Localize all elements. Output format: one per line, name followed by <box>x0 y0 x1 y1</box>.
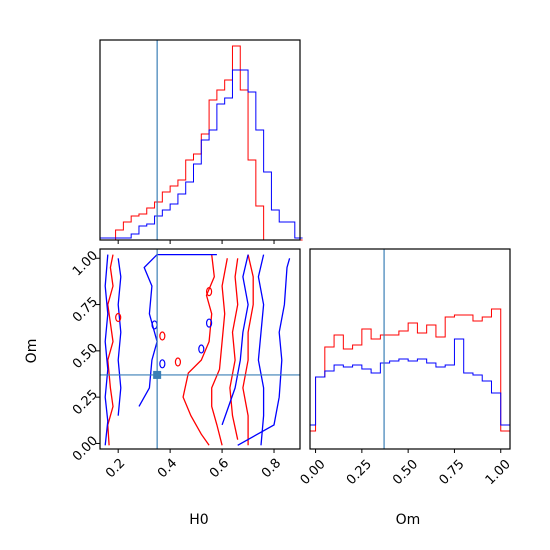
contour-blue-island <box>159 359 166 369</box>
contour-frame <box>99 248 301 450</box>
x-tick-label-om: 0.25 <box>344 457 375 488</box>
y-tick-label-om: 0.50 <box>70 341 101 372</box>
x-tick-label-om: 0.75 <box>436 457 467 488</box>
hist-h0-blue-step <box>100 69 303 239</box>
y-tick-label-om: 0.00 <box>70 433 101 464</box>
y-tick-label-om: 0.75 <box>70 295 101 326</box>
contour-lines <box>104 253 291 446</box>
x-tick-label-h0: 0.6 <box>207 456 232 481</box>
contour-blue-island <box>198 344 205 354</box>
hist-h0-red-step <box>100 45 303 241</box>
x-axis-label-om: Om <box>396 512 421 528</box>
contour-blue-island <box>205 318 213 328</box>
contour-red-island <box>205 286 213 297</box>
contour-red-line <box>242 254 254 446</box>
y-axis-label-om: Om <box>24 339 40 364</box>
contour-blue-line <box>138 253 217 407</box>
contour-h0-om-panel: 0.2 0.4 0.6 0.8 0.00 0.25 0.50 0.75 1.00 <box>70 248 301 481</box>
contour-blue-line <box>221 254 249 426</box>
x-axis-label-h0: H0 <box>189 512 208 528</box>
contour-blue-line <box>104 254 109 446</box>
contour-red-line <box>211 258 228 446</box>
hist-om-blue-step <box>309 338 510 449</box>
x-tick-label-h0: 0.2 <box>103 456 128 481</box>
hist-om-panel: 0.00 0.25 0.50 0.75 1.00 <box>298 248 514 488</box>
contour-red-island <box>115 312 122 323</box>
contour-blue-line <box>117 258 122 416</box>
hist-h0-frame <box>99 39 301 241</box>
x-tick-label-om: 1.00 <box>483 457 514 488</box>
contour-blue-line <box>257 254 265 446</box>
x-tick-label-h0: 0.8 <box>259 456 284 481</box>
contour-red-line <box>182 254 215 446</box>
x-tick-label-om: 0.00 <box>298 457 329 488</box>
y-tick-label-om: 0.25 <box>70 387 101 418</box>
truth-marker <box>153 370 162 379</box>
y-tick-label-om: 1.00 <box>70 248 101 279</box>
hist-om-red-step <box>309 308 510 449</box>
contour-red-island <box>159 331 166 341</box>
x-tick-label-h0: 0.4 <box>155 456 180 481</box>
x-tick-label-om: 0.50 <box>390 457 421 488</box>
contour-red-line <box>229 258 239 440</box>
hist-h0-panel <box>99 39 303 244</box>
contour-blue-line <box>237 258 291 446</box>
contour-red-island <box>174 357 182 367</box>
contour-red-line <box>107 254 114 446</box>
hist-om-frame <box>309 248 511 450</box>
